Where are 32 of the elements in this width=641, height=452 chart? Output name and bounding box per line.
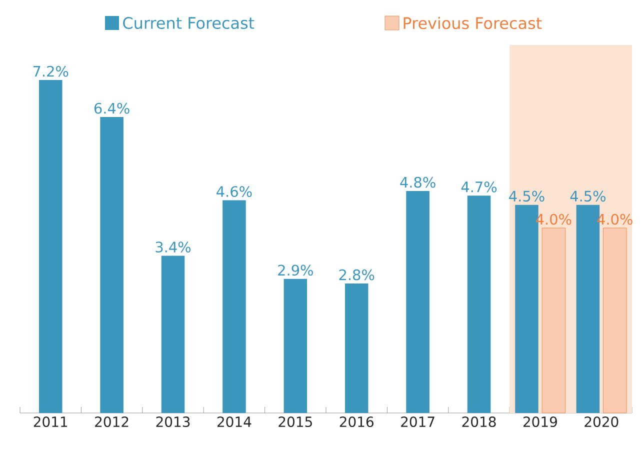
- bar: [344, 283, 368, 413]
- x-tick-label: 2013: [156, 416, 190, 428]
- data-label: 4.7%: [461, 181, 497, 192]
- x-tick-label: 2011: [34, 416, 68, 428]
- data-label: 4.8%: [400, 176, 436, 188]
- data-label: 3.4%: [156, 242, 191, 253]
- bar: [603, 228, 627, 414]
- bar: [284, 278, 308, 413]
- x-tick-label: 2017: [401, 416, 434, 428]
- data-label: 6.4%: [94, 102, 130, 114]
- bar: [161, 256, 185, 413]
- data-label: 4.6%: [216, 186, 252, 198]
- x-tick-label: 2019: [523, 416, 557, 428]
- bar: [406, 190, 430, 413]
- data-label: 7.2%: [33, 66, 68, 77]
- x-tick-label: 2016: [340, 416, 374, 428]
- legend-label: Previous Forecast: [404, 16, 542, 30]
- x-tick-label: 2018: [462, 416, 496, 428]
- data-label: 4.5%: [509, 190, 544, 202]
- bar: [222, 200, 246, 413]
- data-label: 4.5%: [570, 190, 606, 202]
- x-tick-label: 2012: [95, 416, 128, 428]
- legend-label: Current Forecast: [123, 16, 254, 30]
- x-tick-label: 2014: [217, 416, 252, 428]
- bar: [467, 196, 491, 413]
- data-label: 2.9%: [278, 264, 313, 276]
- data-label: 2.8%: [339, 269, 374, 280]
- x-tick-label: 2015: [278, 416, 312, 428]
- bar: [38, 80, 62, 413]
- x-tick-label: 2020: [584, 416, 618, 428]
- bar: [100, 116, 124, 413]
- bar: [542, 228, 566, 414]
